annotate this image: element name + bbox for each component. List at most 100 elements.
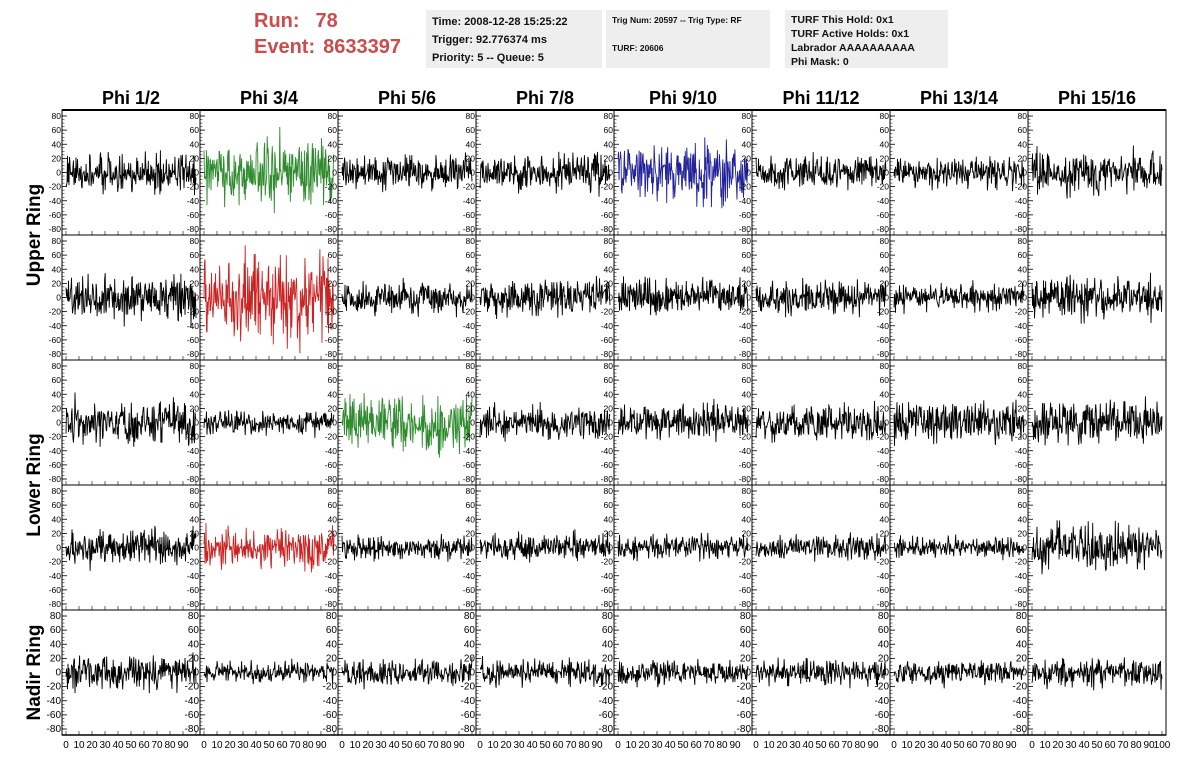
y-tick-label: -80 xyxy=(599,724,614,735)
y-tick-label: 20 xyxy=(52,153,62,163)
y-tick-label: 0 xyxy=(608,418,613,428)
y-tick-label: -40 xyxy=(187,321,200,331)
y-tick-label: 60 xyxy=(880,375,890,385)
y-tick-label: 60 xyxy=(190,375,200,385)
y-tick-label: 0 xyxy=(194,543,199,553)
y-tick-label: -20 xyxy=(601,432,614,442)
x-tick-label: 40 xyxy=(1078,740,1090,751)
y-tick-label: -20 xyxy=(325,557,338,567)
waveform-trace xyxy=(65,273,197,328)
waveform-trace xyxy=(479,402,611,442)
y-tick-label: 20 xyxy=(466,403,476,413)
waveform-trace xyxy=(65,150,197,196)
x-tick-label: 40 xyxy=(802,740,814,751)
y-tick-label: -40 xyxy=(875,696,890,707)
y-tick-label: 0 xyxy=(746,293,751,303)
waveform-trace xyxy=(65,652,197,694)
y-tick-label: 0 xyxy=(56,418,61,428)
y-tick-label: 20 xyxy=(1018,403,1028,413)
x-tick-label: 90 xyxy=(729,740,741,751)
y-tick-label: -80 xyxy=(49,599,62,609)
y-tick-label: -80 xyxy=(49,224,62,234)
x-tick-label: 10 xyxy=(1039,740,1051,751)
y-tick-label: -80 xyxy=(739,349,752,359)
y-tick-label: -40 xyxy=(601,571,614,581)
waveform-trace xyxy=(617,398,749,443)
y-tick-label: 20 xyxy=(1018,278,1028,288)
y-tick-label: -20 xyxy=(461,682,476,693)
y-tick-label: -20 xyxy=(601,307,614,317)
waveform-trace xyxy=(341,656,473,690)
y-tick-label: -60 xyxy=(187,210,200,220)
x-tick-label: 20 xyxy=(224,740,236,751)
x-tick-label: 90 xyxy=(1005,740,1017,751)
y-tick-label: 0 xyxy=(470,293,475,303)
y-tick-label: -20 xyxy=(877,182,890,192)
y-tick-label: 20 xyxy=(190,403,200,413)
x-tick-label: 80 xyxy=(578,740,590,751)
y-tick-label: -60 xyxy=(877,210,890,220)
y-tick-label: -60 xyxy=(185,710,200,721)
waveform-panel xyxy=(199,609,339,736)
y-tick-label: -60 xyxy=(187,460,200,470)
y-tick-label: -40 xyxy=(49,571,62,581)
y-tick-label: 80 xyxy=(878,611,890,622)
y-tick-label: -40 xyxy=(1015,571,1028,581)
y-tick-label: 0 xyxy=(56,293,61,303)
y-tick-label: 80 xyxy=(190,236,200,246)
y-tick-label: 60 xyxy=(742,250,752,260)
y-tick-label: 40 xyxy=(50,639,62,650)
y-tick-label: -40 xyxy=(325,571,338,581)
y-tick-label: -60 xyxy=(463,585,476,595)
y-tick-label: 40 xyxy=(1018,389,1028,399)
run-event-box: Run: 78 Event: 8633397 xyxy=(254,8,424,68)
x-tick-label: 80 xyxy=(1130,740,1142,751)
y-tick-label: -20 xyxy=(187,557,200,567)
y-tick-label: 0 xyxy=(1022,418,1027,428)
y-tick-label: 0 xyxy=(194,293,199,303)
y-tick-label: -40 xyxy=(49,196,62,206)
y-tick-label: -40 xyxy=(877,446,890,456)
y-tick-label: -60 xyxy=(49,335,62,345)
x-tick-label: 60 xyxy=(276,740,288,751)
x-tick-label: 20 xyxy=(914,740,926,751)
y-tick-label: 80 xyxy=(52,111,62,121)
y-tick-label: 80 xyxy=(742,236,752,246)
y-tick-label: 0 xyxy=(884,543,889,553)
x-tick-label: 20 xyxy=(86,740,98,751)
y-tick-label: -80 xyxy=(461,724,476,735)
waveform-trace xyxy=(755,657,887,689)
waveform-trace xyxy=(1031,657,1163,691)
y-tick-label: -60 xyxy=(463,210,476,220)
x-tick-label: 10 xyxy=(763,740,775,751)
waveform-trace xyxy=(203,522,335,573)
waveform-trace xyxy=(755,400,887,443)
y-tick-label: 60 xyxy=(604,375,614,385)
y-tick-label: -20 xyxy=(187,432,200,442)
y-tick-label: 0 xyxy=(746,418,751,428)
x-tick-label: 20 xyxy=(776,740,788,751)
y-tick-label: 80 xyxy=(602,611,614,622)
y-tick-label: 0 xyxy=(607,668,613,679)
y-tick-label: -40 xyxy=(1015,321,1028,331)
waveform-trace xyxy=(755,152,887,191)
y-tick-label: 60 xyxy=(878,625,890,636)
x-tick-label: 30 xyxy=(99,740,111,751)
y-tick-label: -20 xyxy=(601,182,614,192)
y-tick-label: -60 xyxy=(601,210,614,220)
y-tick-label: -60 xyxy=(1015,585,1028,595)
y-tick-label: 60 xyxy=(880,125,890,135)
y-tick-label: 80 xyxy=(464,611,476,622)
y-tick-label: -20 xyxy=(463,307,476,317)
y-tick-label: 60 xyxy=(328,500,338,510)
y-tick-label: -60 xyxy=(599,710,614,721)
y-tick-label: -20 xyxy=(1013,682,1028,693)
y-tick-label: 20 xyxy=(742,528,752,538)
y-tick-label: 80 xyxy=(1018,111,1028,121)
y-tick-label: -80 xyxy=(187,599,200,609)
y-tick-label: -80 xyxy=(739,474,752,484)
y-tick-label: -40 xyxy=(47,696,62,707)
y-tick-label: 0 xyxy=(331,668,337,679)
y-tick-label: -20 xyxy=(1015,182,1028,192)
run-value: 78 xyxy=(315,10,338,32)
